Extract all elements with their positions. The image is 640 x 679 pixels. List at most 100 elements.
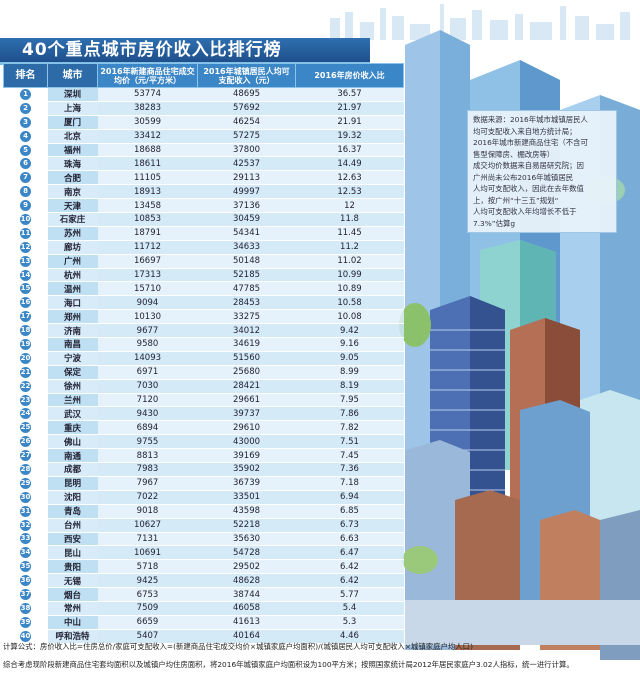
income-cell: 52218 — [197, 518, 296, 533]
city-cell: 西安 — [47, 532, 98, 547]
income-cell: 30459 — [197, 212, 296, 227]
rank-cell: 16 — [3, 295, 48, 311]
rank-cell: 39 — [3, 615, 48, 630]
rank-badge: 30 — [20, 491, 31, 503]
price-cell: 18611 — [97, 156, 198, 172]
ratio-cell: 7.86 — [295, 406, 404, 422]
rank-cell: 34 — [3, 545, 48, 561]
rank-badge: 33 — [20, 533, 31, 545]
price-cell: 7509 — [97, 601, 198, 616]
city-cell: 佛山 — [47, 434, 98, 450]
price-cell: 8813 — [97, 448, 198, 464]
city-cell: 昆明 — [47, 476, 98, 491]
rank-badge: 24 — [20, 408, 31, 420]
rank-cell: 32 — [3, 518, 48, 533]
income-cell: 54728 — [197, 545, 296, 561]
income-cell: 25680 — [197, 365, 296, 380]
table-row: 32 台州 10627 52218 6.73 — [3, 518, 404, 533]
rank-cell: 23 — [3, 393, 48, 408]
rank-cell: 36 — [3, 573, 48, 589]
rank-badge: 2 — [20, 102, 31, 114]
table-row: 11 苏州 18791 54341 11.45 — [3, 226, 404, 241]
income-cell: 29661 — [197, 393, 296, 408]
rank-cell: 14 — [3, 268, 48, 283]
rank-badge: 14 — [20, 269, 31, 281]
ratio-cell: 10.58 — [295, 295, 404, 311]
col-city-header: 城市 — [47, 63, 98, 88]
price-cell: 53774 — [97, 87, 198, 102]
table-row: 19 南昌 9580 34619 9.16 — [3, 337, 404, 352]
income-cell: 46254 — [197, 115, 296, 130]
rank-cell: 1 — [3, 87, 48, 102]
rank-cell: 24 — [3, 406, 48, 422]
table-row: 6 珠海 18611 42537 14.49 — [3, 156, 404, 172]
col-ratio-header: 2016年房价收入比 — [295, 63, 404, 88]
table-row: 38 常州 7509 46058 5.4 — [3, 601, 404, 616]
table-row: 28 成都 7983 35902 7.36 — [3, 462, 404, 477]
table-row: 14 杭州 17313 52185 10.99 — [3, 268, 404, 283]
income-cell: 35902 — [197, 462, 296, 477]
income-cell: 57692 — [197, 101, 296, 116]
rank-cell: 2 — [3, 101, 48, 116]
rank-cell: 9 — [3, 198, 48, 214]
rank-cell: 22 — [3, 379, 48, 394]
ratio-cell: 5.3 — [295, 615, 404, 630]
ratio-cell: 19.32 — [295, 129, 404, 144]
income-cell: 37800 — [197, 143, 296, 158]
rank-badge: 3 — [20, 116, 31, 128]
city-cell: 宁波 — [47, 351, 98, 366]
rank-badge: 8 — [20, 186, 31, 198]
price-cell: 15710 — [97, 281, 198, 297]
city-cell: 贵阳 — [47, 559, 98, 575]
city-cell: 常州 — [47, 601, 98, 616]
income-cell: 47785 — [197, 281, 296, 297]
rank-badge: 7 — [20, 172, 31, 184]
income-cell: 33275 — [197, 309, 296, 325]
income-cell: 36739 — [197, 476, 296, 491]
table-row: 24 武汉 9430 39737 7.86 — [3, 406, 404, 422]
rank-badge: 18 — [20, 325, 31, 337]
ratio-cell: 7.95 — [295, 393, 404, 408]
table-row: 18 济南 9677 34012 9.42 — [3, 323, 404, 339]
rank-badge: 5 — [20, 144, 31, 156]
price-cell: 18688 — [97, 143, 198, 158]
price-cell: 10130 — [97, 309, 198, 325]
table-row: 1 深圳 53774 48695 36.57 — [3, 87, 404, 102]
income-cell: 33501 — [197, 490, 296, 505]
table-row: 33 西安 7131 35630 6.63 — [3, 532, 404, 547]
city-cell: 南昌 — [47, 337, 98, 352]
city-cell: 广州 — [47, 254, 98, 269]
rank-badge: 12 — [20, 241, 31, 253]
city-cell: 成都 — [47, 462, 98, 477]
income-cell: 39737 — [197, 406, 296, 422]
price-cell: 13458 — [97, 198, 198, 214]
city-cell: 台州 — [47, 518, 98, 533]
rank-badge: 36 — [20, 575, 31, 587]
rank-badge: 35 — [20, 561, 31, 573]
table-row: 3 厦门 30599 46254 21.91 — [3, 115, 404, 130]
note-line: 上，按广州“十三五”规划“ — [473, 195, 559, 205]
price-cell: 11712 — [97, 240, 198, 255]
rank-cell: 7 — [3, 170, 48, 186]
table-row: 25 重庆 6894 29610 7.82 — [3, 420, 404, 436]
table-row: 31 青岛 9018 43598 6.85 — [3, 504, 404, 519]
rank-badge: 13 — [20, 255, 31, 267]
table-row: 20 宁波 14093 51560 9.05 — [3, 351, 404, 366]
price-cell: 7120 — [97, 393, 198, 408]
ratio-cell: 6.63 — [295, 532, 404, 547]
rank-badge: 20 — [20, 352, 31, 364]
ranking-table: 排名 城市 2016年新建商品住宅成交均价（元/平方米） 2016年城镇居民人均… — [3, 63, 404, 644]
ratio-cell: 6.85 — [295, 504, 404, 519]
price-cell: 7967 — [97, 476, 198, 491]
table-row: 34 昆山 10691 54728 6.47 — [3, 545, 404, 561]
footer-formula: 计算公式：房价收入比=住房总价/家庭可支配收入=(新建商品住宅成交均价×城镇家庭… — [3, 642, 473, 651]
ratio-cell: 7.51 — [295, 434, 404, 450]
ratio-cell: 11.45 — [295, 226, 404, 241]
rank-badge: 31 — [20, 505, 31, 517]
income-cell: 42537 — [197, 156, 296, 172]
rank-cell: 21 — [3, 365, 48, 380]
rank-cell: 3 — [3, 115, 48, 130]
city-cell: 武汉 — [47, 406, 98, 422]
rank-cell: 4 — [3, 129, 48, 144]
